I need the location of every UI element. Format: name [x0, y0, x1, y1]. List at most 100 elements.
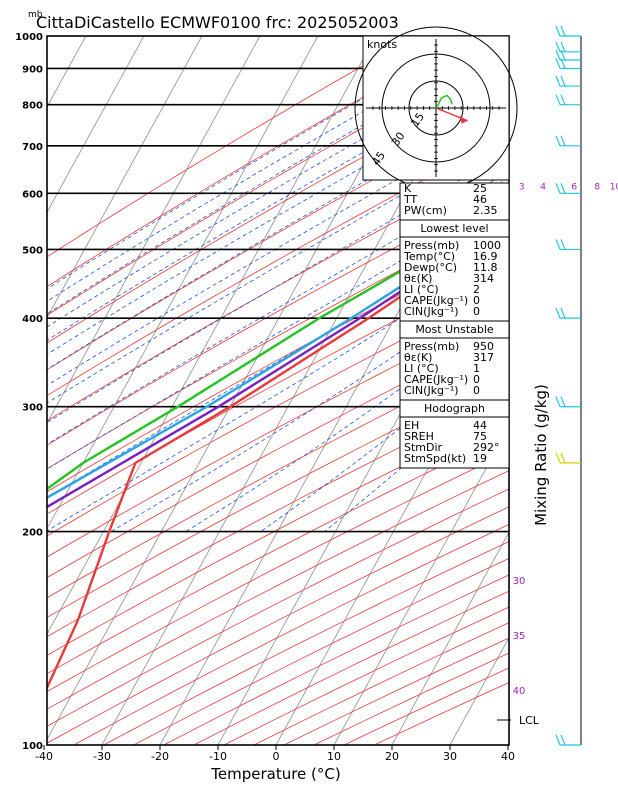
mixing-ratio-line	[492, 171, 509, 194]
mixing-ratio-label: 3	[519, 182, 525, 192]
pressure-tick-label: 600	[22, 189, 43, 200]
indices-section-title: Hodograph	[424, 402, 485, 415]
temperature-tick-label: 0	[273, 750, 280, 763]
mixing-ratio-label: 4	[540, 182, 546, 192]
pressure-tick-label: 900	[22, 64, 43, 75]
index-label: CIN(Jkg⁻¹)	[404, 305, 459, 318]
dry-adiabat	[47, 106, 509, 371]
dry-adiabat	[47, 237, 509, 493]
wind-barb-flag	[560, 183, 566, 194]
index-value: 950	[473, 340, 494, 353]
storm-motion-arrowhead	[459, 115, 468, 124]
index-label: SREH	[404, 430, 434, 443]
background-lines	[47, 21, 618, 761]
isotherm	[47, 36, 145, 214]
mixing-ratio-line	[522, 21, 618, 193]
dry-adiabat	[47, 36, 417, 258]
moist-adiabat	[47, 150, 509, 423]
moist-adiabat	[47, 41, 509, 315]
pressure-tick-label: 800	[22, 101, 43, 112]
index-value: 1000	[473, 239, 501, 252]
index-value: 314	[473, 272, 494, 285]
mixing-ratio-label: 6	[571, 182, 577, 192]
index-value: 16.9	[473, 250, 498, 263]
wind-barb-flag	[560, 75, 566, 87]
pressure-tick-label: 1000	[15, 32, 43, 43]
isotherm	[557, 21, 618, 761]
isotherm	[47, 36, 319, 530]
moist-adiabat	[47, 170, 509, 445]
indices-section-title: Most Unstable	[415, 323, 494, 336]
index-label: Temp(°C)	[403, 250, 455, 263]
moist-adiabat	[47, 244, 509, 532]
temperature-tick-label: -20	[151, 750, 169, 763]
mixing-ratio-line	[597, 21, 618, 193]
wind-barb-flag	[555, 58, 561, 69]
wind-barb-flag	[555, 396, 561, 407]
index-label: Press(mb)	[404, 340, 459, 353]
index-label: StmSpd(kt)	[404, 452, 466, 465]
index-value: 0	[473, 305, 480, 318]
moist-adiabat	[47, 114, 509, 386]
dry-adiabat	[47, 77, 509, 344]
mixing-ratio-axis-title: Mixing Ratio (g/kg)	[532, 384, 550, 526]
wind-barb-flag	[555, 75, 561, 87]
index-label: K	[404, 182, 412, 195]
indices-section-header	[399, 219, 510, 238]
dry-adiabat	[47, 134, 509, 397]
index-value: 0	[473, 294, 480, 307]
index-label: Dewp(°C)	[404, 261, 457, 274]
pressure-tick-label: 500	[22, 245, 43, 256]
index-label: θε(K)	[404, 351, 432, 364]
hodograph-units: knots	[367, 38, 397, 51]
wind-barb-flag	[560, 396, 566, 407]
index-label: StmDir	[404, 441, 443, 454]
dry-adiabat	[47, 307, 509, 558]
wind-barb-flag	[560, 452, 566, 464]
wind-barb-column	[555, 25, 582, 746]
wind-barb-flag	[560, 94, 566, 105]
index-label: θε(K)	[404, 272, 432, 285]
wind-barb-flag	[555, 307, 561, 319]
temperature-tick-label: -40	[35, 750, 53, 763]
temperature-tick-label: 40	[501, 750, 515, 763]
index-label: CIN(Jkg⁻¹)	[404, 384, 459, 397]
isotherm	[47, 36, 261, 425]
wind-barb-flag	[560, 58, 566, 69]
moist-adiabat	[47, 98, 509, 370]
theta-e-label: 40	[513, 686, 526, 697]
wind-barb-flag	[560, 25, 566, 37]
wind-barb-flag	[560, 49, 566, 61]
dry-adiabat	[47, 329, 509, 579]
dry-adiabat	[47, 351, 509, 599]
index-label: LI (°C)	[404, 283, 439, 296]
wind-barb-flag	[560, 307, 566, 319]
moist-adiabat	[47, 217, 509, 499]
temperature-tick-label: 20	[385, 750, 399, 763]
pressure-tick-label: 300	[22, 403, 43, 414]
index-label: LI (°C)	[404, 362, 439, 375]
indices-section-title: Lowest level	[420, 222, 488, 235]
mixing-ratio-label: 10	[610, 182, 618, 192]
moist-adiabat	[47, 192, 509, 470]
index-value: 2	[473, 283, 480, 296]
pressure-tick-label: 700	[22, 142, 43, 153]
lcl-label: LCL	[519, 714, 540, 727]
pressure-tick-label: 200	[22, 528, 43, 539]
isotherm	[333, 425, 509, 745]
wind-barb-flag	[560, 41, 566, 53]
index-value: 0	[473, 373, 480, 386]
indices-section-header	[399, 399, 510, 418]
mixing-ratio-label: 8	[594, 182, 600, 192]
index-value: 0	[473, 384, 480, 397]
dry-adiabat	[47, 488, 509, 727]
theta-e-label: 35	[513, 631, 526, 642]
dry-adiabat	[47, 392, 509, 638]
wind-barb-flag	[560, 239, 566, 250]
isotherm	[507, 742, 509, 745]
indices-section-header	[399, 320, 510, 339]
temperature-profile	[47, 220, 509, 691]
wind-barb-flag	[555, 94, 561, 105]
